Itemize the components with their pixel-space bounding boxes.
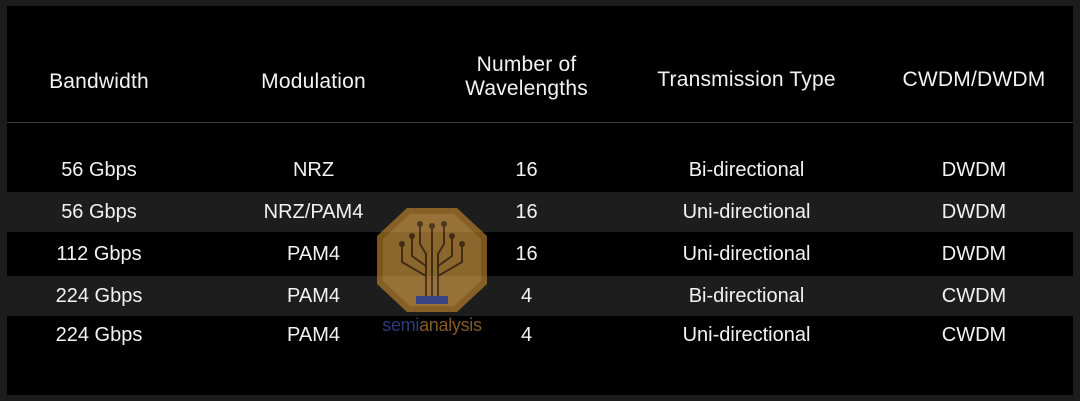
- cell-modulation: PAM4: [287, 243, 340, 265]
- cell-wavelengths: 16: [515, 201, 538, 223]
- header-cwdm-dwdm: CWDM/DWDM: [902, 68, 1046, 91]
- header-wavelengths-line1: Number of: [476, 53, 577, 76]
- cell-modulation: PAM4: [287, 324, 340, 346]
- cell-wavelengths: 4: [520, 324, 533, 346]
- table-header: Bandwidth Modulation Number of Wavelengt…: [7, 6, 1073, 123]
- table-row: 224 Gbps PAM4 4 Uni-directional CWDM: [7, 315, 1073, 355]
- semianalysis-watermark: semianalysis: [372, 206, 492, 346]
- cell-wdm: DWDM: [941, 243, 1007, 265]
- header-divider: [7, 122, 1073, 123]
- cell-wavelengths: 4: [520, 285, 533, 307]
- header-modulation: Modulation: [261, 70, 366, 93]
- watermark-text-semi: semi: [382, 315, 420, 335]
- cell-wdm: DWDM: [941, 201, 1007, 223]
- circuit-tree-icon: [377, 208, 487, 312]
- cell-bandwidth: 112 Gbps: [56, 243, 142, 265]
- cell-transmission: Bi-directional: [688, 159, 805, 181]
- cell-bandwidth: 224 Gbps: [55, 285, 143, 307]
- cell-wdm: CWDM: [941, 285, 1007, 307]
- table-row: 56 Gbps NRZ 16 Bi-directional DWDM: [7, 150, 1073, 190]
- cell-transmission: Uni-directional: [682, 201, 811, 223]
- cell-bandwidth: 56 Gbps: [61, 159, 137, 181]
- cell-transmission: Uni-directional: [682, 324, 811, 346]
- cell-wavelengths: 16: [515, 159, 538, 181]
- cell-wdm: DWDM: [941, 159, 1007, 181]
- header-wavelengths: Number of Wavelengths: [436, 53, 617, 101]
- table-row: 112 Gbps PAM4 16 Uni-directional DWDM: [7, 234, 1073, 274]
- watermark-text-analysis: analysis: [419, 315, 482, 335]
- cell-transmission: Bi-directional: [688, 285, 805, 307]
- table-row: 56 Gbps NRZ/PAM4 16 Uni-directional DWDM: [7, 192, 1073, 232]
- cell-modulation: NRZ: [292, 159, 335, 181]
- header-wavelengths-line2: Wavelengths: [465, 77, 588, 100]
- header-transmission-type: Transmission Type: [657, 68, 836, 91]
- table-row: 224 Gbps PAM4 4 Bi-directional CWDM: [7, 276, 1073, 316]
- cell-transmission: Uni-directional: [682, 243, 811, 265]
- comparison-table: Bandwidth Modulation Number of Wavelengt…: [7, 6, 1073, 395]
- watermark-text: semianalysis: [372, 315, 492, 335]
- cell-bandwidth: 224 Gbps: [55, 324, 143, 346]
- cell-modulation: NRZ/PAM4: [263, 201, 364, 223]
- cell-bandwidth: 56 Gbps: [61, 201, 137, 223]
- cell-modulation: PAM4: [287, 285, 340, 307]
- cell-wdm: CWDM: [941, 324, 1007, 346]
- cell-wavelengths: 16: [515, 243, 538, 265]
- header-bandwidth: Bandwidth: [49, 70, 149, 93]
